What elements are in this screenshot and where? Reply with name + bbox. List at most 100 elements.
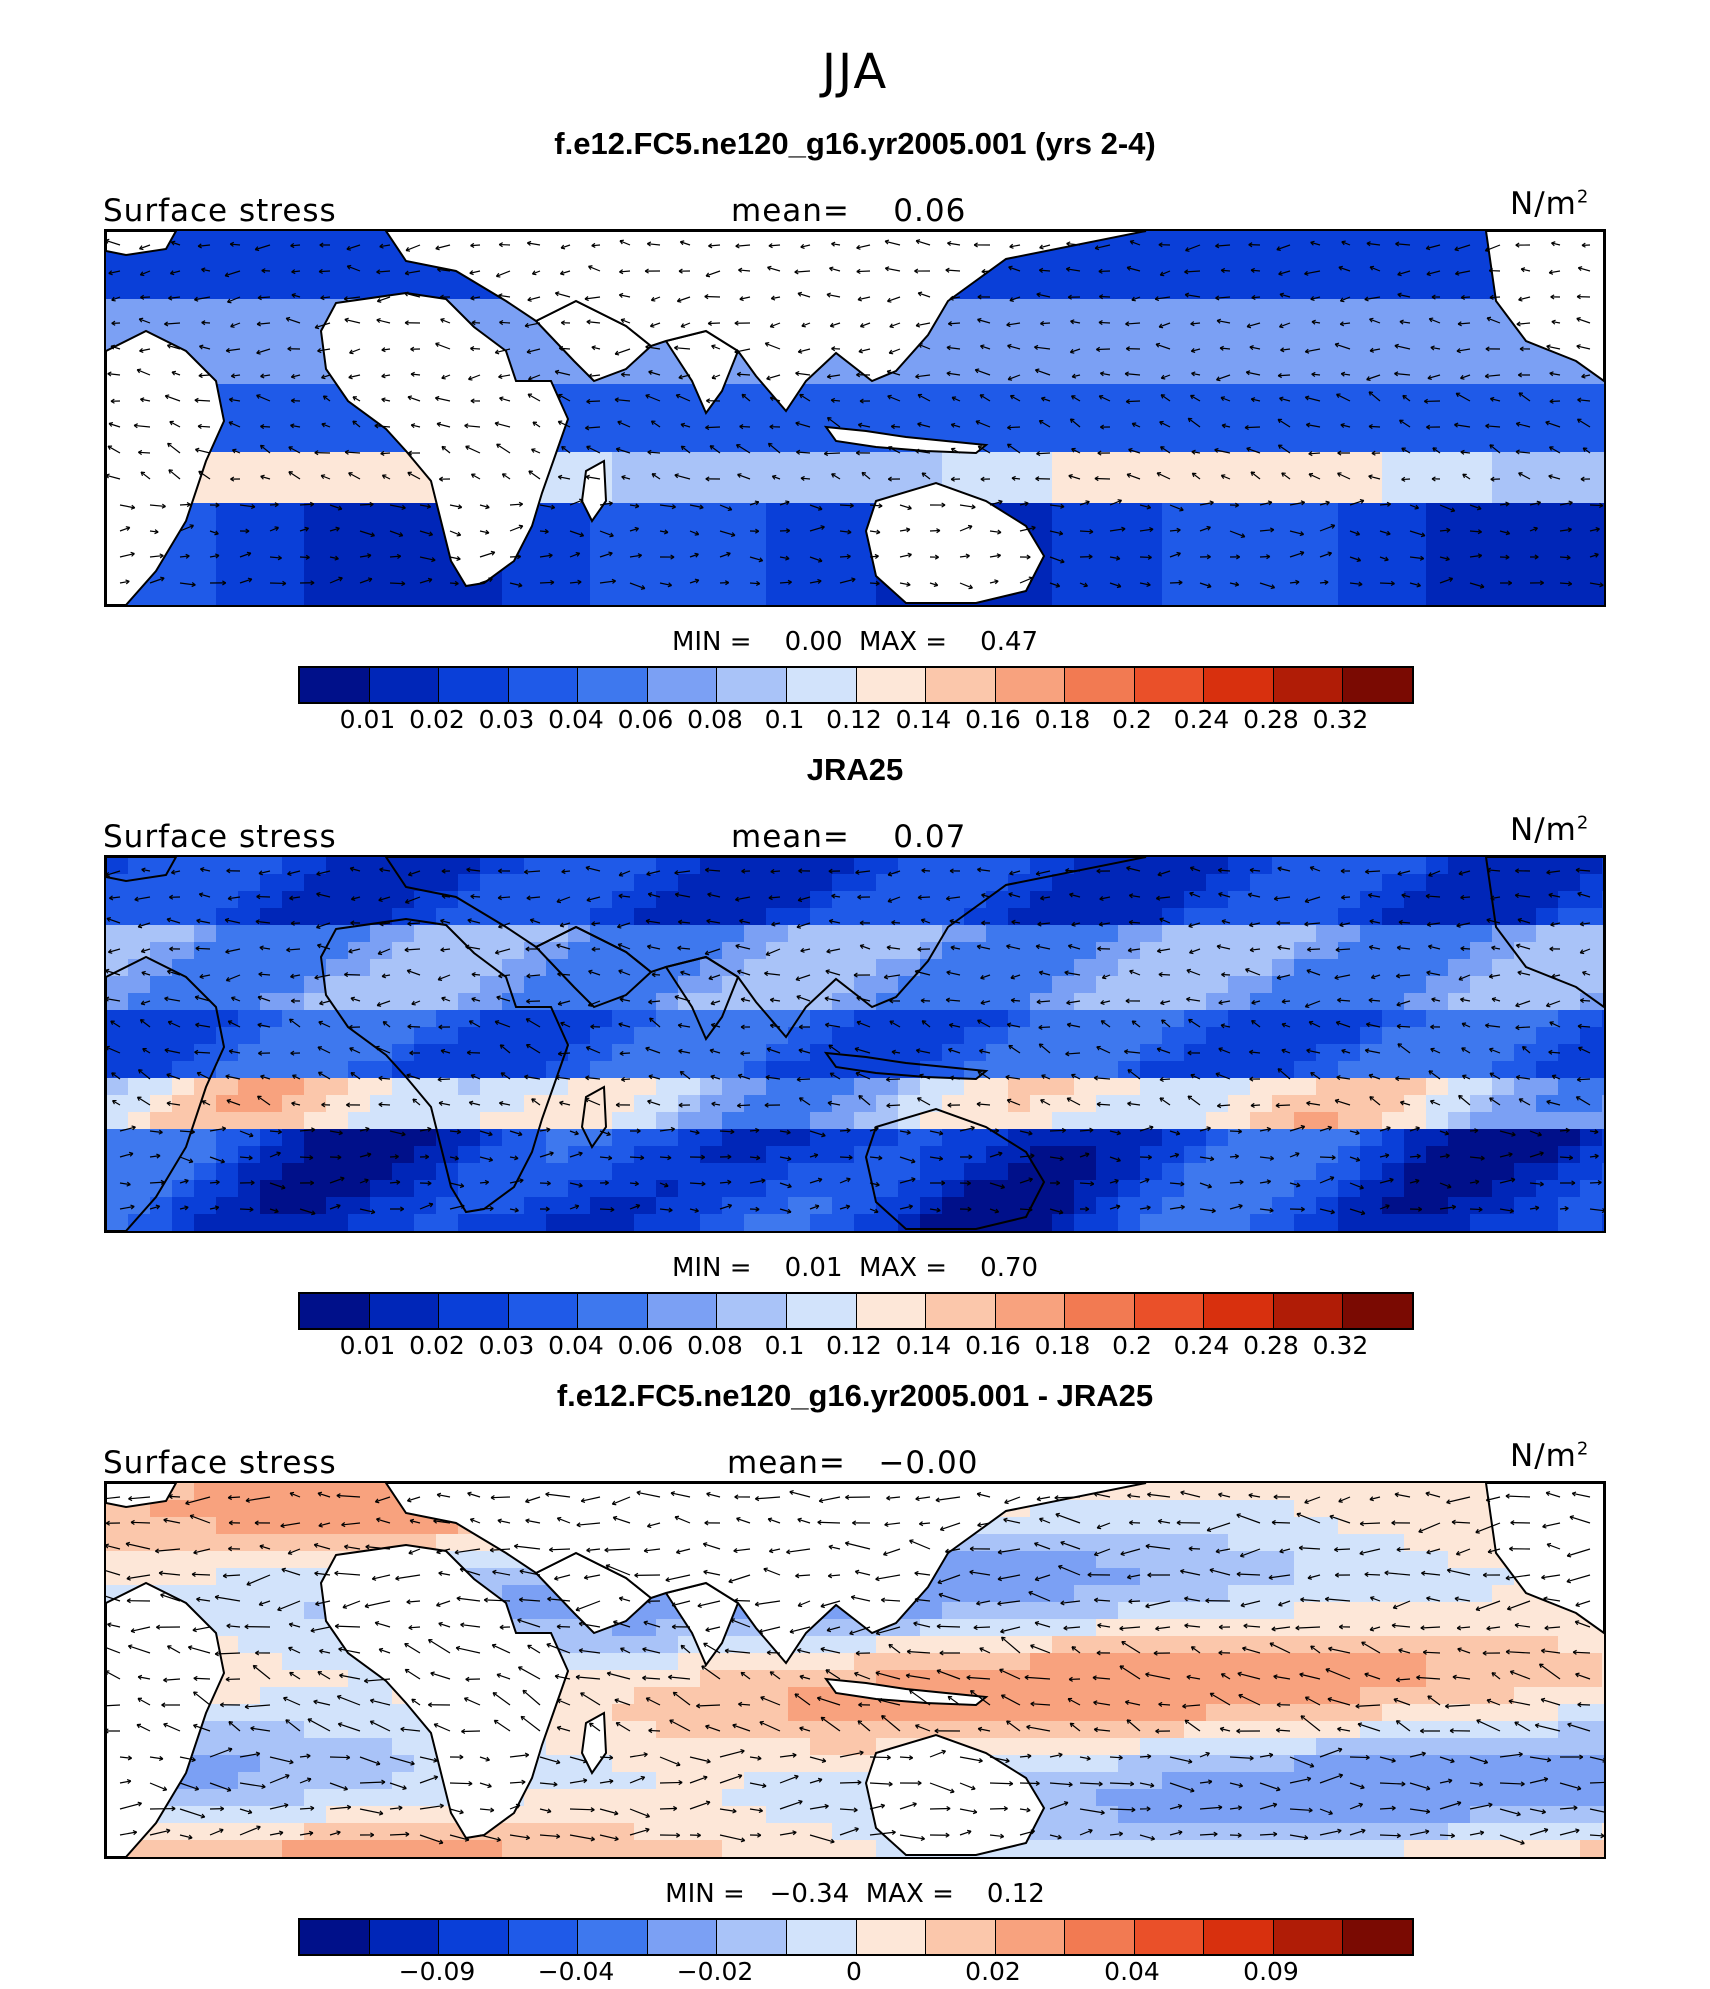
field-cell (238, 1568, 261, 1586)
field-cell (1360, 1568, 1383, 1586)
colorbar-swatch (1343, 1294, 1412, 1328)
field-cell (1052, 486, 1075, 504)
arrow-icon (809, 1130, 826, 1138)
field-cell (1426, 469, 1449, 487)
field-cell (898, 401, 921, 419)
field-cell (238, 1061, 261, 1079)
arrow-icon (138, 449, 151, 456)
arrow-icon (1010, 974, 1021, 980)
arrow-icon (1426, 970, 1441, 976)
field-cell (524, 1078, 547, 1096)
field-cell (1162, 1061, 1185, 1079)
field-cell (678, 571, 701, 589)
field-cell (810, 1044, 833, 1062)
field-cell (128, 908, 151, 926)
arrow-icon (1439, 556, 1450, 562)
arrow-icon (921, 868, 931, 874)
field-cell (1162, 537, 1185, 555)
field-cell (1448, 418, 1471, 436)
field-cell (502, 333, 525, 351)
arrow-icon (381, 397, 391, 403)
field-cell (1558, 537, 1581, 555)
field-cell (942, 1095, 965, 1113)
field-cell (304, 1163, 327, 1181)
field-cell (1140, 908, 1163, 926)
field-cell (920, 367, 943, 385)
arrow-icon (1187, 417, 1201, 428)
arrow-icon (1425, 244, 1441, 251)
arrow-icon (1040, 895, 1051, 901)
field-cell (898, 908, 921, 926)
field-cell (722, 1010, 745, 1028)
arrow-icon (1499, 1177, 1516, 1184)
field-cell (700, 588, 723, 605)
field-cell (414, 1214, 437, 1231)
field-cell (788, 1214, 811, 1231)
arrow-icon (167, 1020, 181, 1028)
arrow-icon (1169, 1130, 1181, 1136)
arrow-icon (1006, 1022, 1021, 1028)
panel-title: f.e12.FC5.ne120_g16.yr2005.001 - JRA25 (556, 1378, 1154, 1413)
arrow-icon (1066, 1022, 1081, 1028)
field-cell (238, 959, 261, 977)
arrow-icon (539, 1180, 551, 1186)
colorbar-tick-label: 0.24 (1173, 705, 1230, 734)
field-cell (1096, 1129, 1119, 1147)
field-cell (150, 1163, 173, 1181)
field-cell (1206, 1197, 1229, 1215)
arrow-icon (1199, 582, 1212, 589)
arrow-icon (629, 503, 640, 509)
arrow-icon (198, 372, 211, 379)
arrow-icon (947, 240, 961, 247)
field-cell (986, 1078, 1009, 1096)
arrow-icon (1460, 374, 1471, 380)
field-cell (1162, 891, 1185, 909)
field-cell (260, 350, 283, 368)
field-cell (612, 1010, 635, 1028)
field-cell (722, 401, 745, 419)
arrow-icon (556, 896, 571, 904)
arrow-icon (1249, 1076, 1261, 1082)
arrow-icon (1551, 241, 1561, 247)
field-cell (524, 976, 547, 994)
field-cell (700, 1163, 723, 1181)
arrow-icon (646, 870, 661, 877)
field-cell (788, 1163, 811, 1181)
arrow-icon (1259, 500, 1273, 506)
field-cell (1536, 1112, 1559, 1130)
field-cell (788, 1095, 811, 1113)
field-cell (106, 1146, 129, 1164)
field-cell (216, 554, 239, 572)
arrow-icon (290, 998, 301, 1004)
arrow-icon (1217, 867, 1231, 873)
arrow-icon (1499, 501, 1510, 507)
field-cell (612, 857, 635, 875)
field-cell (106, 1044, 129, 1062)
field-cell (1052, 333, 1075, 351)
arrow-icon (256, 894, 271, 900)
field-cell (986, 316, 1009, 334)
field-cell (172, 976, 195, 994)
arrow-icon (1431, 294, 1441, 300)
arrow-icon (977, 867, 991, 873)
field-cell (810, 537, 833, 555)
unit-superscript: 2 (1576, 186, 1590, 208)
field-cell (1008, 1568, 1031, 1586)
field-cell (238, 265, 261, 283)
field-cell (1140, 248, 1163, 266)
field-cell (1074, 435, 1097, 453)
arrow-icon (1336, 1075, 1351, 1081)
field-cell (1360, 282, 1383, 300)
arrow-icon (228, 421, 241, 428)
field-cell (1206, 1112, 1229, 1130)
field-cell (788, 401, 811, 419)
field-cell (238, 367, 261, 385)
field-cell (304, 1483, 327, 1501)
field-cell (1536, 588, 1559, 605)
arrow-icon (314, 450, 331, 456)
arrow-icon (349, 348, 361, 355)
arrow-icon (1259, 1155, 1275, 1161)
arrow-icon (227, 1020, 241, 1028)
arrow-icon (899, 552, 912, 558)
field-cell (458, 1214, 481, 1231)
